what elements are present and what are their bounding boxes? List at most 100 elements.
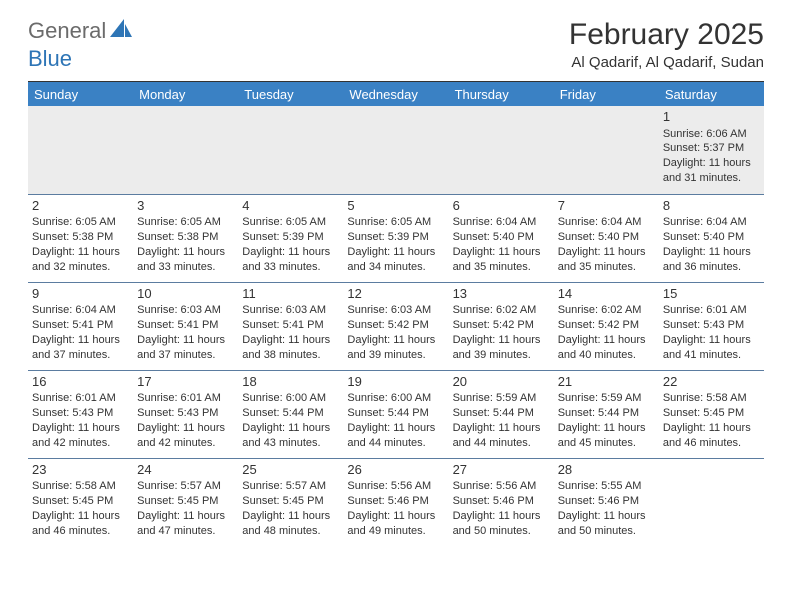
day-number: 22 — [663, 373, 760, 391]
daylight-line: Daylight: 11 hours and 46 minutes. — [663, 421, 760, 451]
day-number: 16 — [32, 373, 129, 391]
calendar-cell: 8Sunrise: 6:04 AMSunset: 5:40 PMDaylight… — [659, 194, 764, 282]
daylight-line: Daylight: 11 hours and 31 minutes. — [663, 156, 760, 186]
month-title: February 2025 — [569, 18, 764, 52]
daylight-line: Daylight: 11 hours and 35 minutes. — [558, 245, 655, 275]
logo: General — [28, 18, 134, 44]
daylight-line: Daylight: 11 hours and 32 minutes. — [32, 245, 129, 275]
logo-text-general: General — [28, 18, 106, 44]
sunset-line: Sunset: 5:42 PM — [453, 318, 550, 333]
daylight-line: Daylight: 11 hours and 39 minutes. — [347, 333, 444, 363]
sunset-line: Sunset: 5:43 PM — [663, 318, 760, 333]
calendar-cell — [659, 458, 764, 546]
sunset-line: Sunset: 5:46 PM — [347, 494, 444, 509]
daylight-line: Daylight: 11 hours and 39 minutes. — [453, 333, 550, 363]
day-number: 2 — [32, 197, 129, 215]
day-number: 20 — [453, 373, 550, 391]
sunrise-line: Sunrise: 6:04 AM — [32, 303, 129, 318]
logo-text-blue: Blue — [28, 46, 72, 72]
sunset-line: Sunset: 5:46 PM — [453, 494, 550, 509]
calendar-cell: 21Sunrise: 5:59 AMSunset: 5:44 PMDayligh… — [554, 370, 659, 458]
day-number: 17 — [137, 373, 234, 391]
calendar-cell: 4Sunrise: 6:05 AMSunset: 5:39 PMDaylight… — [238, 194, 343, 282]
sunset-line: Sunset: 5:43 PM — [137, 406, 234, 421]
sunrise-line: Sunrise: 6:05 AM — [242, 215, 339, 230]
day-number: 7 — [558, 197, 655, 215]
sunrise-line: Sunrise: 6:05 AM — [32, 215, 129, 230]
calendar-cell: 16Sunrise: 6:01 AMSunset: 5:43 PMDayligh… — [28, 370, 133, 458]
sunrise-line: Sunrise: 6:03 AM — [137, 303, 234, 318]
sunrise-line: Sunrise: 6:00 AM — [242, 391, 339, 406]
calendar-cell: 20Sunrise: 5:59 AMSunset: 5:44 PMDayligh… — [449, 370, 554, 458]
calendar-cell: 24Sunrise: 5:57 AMSunset: 5:45 PMDayligh… — [133, 458, 238, 546]
calendar-cell — [238, 106, 343, 194]
calendar-cell: 12Sunrise: 6:03 AMSunset: 5:42 PMDayligh… — [343, 282, 448, 370]
day-number: 9 — [32, 285, 129, 303]
sunset-line: Sunset: 5:45 PM — [32, 494, 129, 509]
calendar-cell: 3Sunrise: 6:05 AMSunset: 5:38 PMDaylight… — [133, 194, 238, 282]
sunrise-line: Sunrise: 5:59 AM — [558, 391, 655, 406]
day-number: 4 — [242, 197, 339, 215]
calendar-cell: 5Sunrise: 6:05 AMSunset: 5:39 PMDaylight… — [343, 194, 448, 282]
calendar-cell: 6Sunrise: 6:04 AMSunset: 5:40 PMDaylight… — [449, 194, 554, 282]
day-number: 10 — [137, 285, 234, 303]
daylight-line: Daylight: 11 hours and 49 minutes. — [347, 509, 444, 539]
daylight-line: Daylight: 11 hours and 50 minutes. — [453, 509, 550, 539]
calendar-row: 9Sunrise: 6:04 AMSunset: 5:41 PMDaylight… — [28, 282, 764, 370]
calendar-cell: 25Sunrise: 5:57 AMSunset: 5:45 PMDayligh… — [238, 458, 343, 546]
sunset-line: Sunset: 5:45 PM — [242, 494, 339, 509]
sunset-line: Sunset: 5:44 PM — [347, 406, 444, 421]
day-number: 27 — [453, 461, 550, 479]
sunset-line: Sunset: 5:40 PM — [558, 230, 655, 245]
sunset-line: Sunset: 5:44 PM — [453, 406, 550, 421]
sunrise-line: Sunrise: 5:57 AM — [137, 479, 234, 494]
calendar-cell: 27Sunrise: 5:56 AMSunset: 5:46 PMDayligh… — [449, 458, 554, 546]
sunset-line: Sunset: 5:38 PM — [32, 230, 129, 245]
calendar-cell: 2Sunrise: 6:05 AMSunset: 5:38 PMDaylight… — [28, 194, 133, 282]
day-number: 21 — [558, 373, 655, 391]
day-header: Saturday — [659, 82, 764, 106]
calendar-cell — [133, 106, 238, 194]
day-number: 13 — [453, 285, 550, 303]
daylight-line: Daylight: 11 hours and 34 minutes. — [347, 245, 444, 275]
calendar-cell: 23Sunrise: 5:58 AMSunset: 5:45 PMDayligh… — [28, 458, 133, 546]
sunset-line: Sunset: 5:41 PM — [137, 318, 234, 333]
title-block: February 2025 Al Qadarif, Al Qadarif, Su… — [569, 18, 764, 71]
sunset-line: Sunset: 5:39 PM — [242, 230, 339, 245]
sunset-line: Sunset: 5:44 PM — [558, 406, 655, 421]
daylight-line: Daylight: 11 hours and 42 minutes. — [137, 421, 234, 451]
sunrise-line: Sunrise: 6:03 AM — [242, 303, 339, 318]
sunrise-line: Sunrise: 6:05 AM — [137, 215, 234, 230]
day-number: 1 — [663, 108, 760, 126]
day-header: Thursday — [449, 82, 554, 106]
daylight-line: Daylight: 11 hours and 46 minutes. — [32, 509, 129, 539]
day-header: Sunday — [28, 82, 133, 106]
daylight-line: Daylight: 11 hours and 37 minutes. — [137, 333, 234, 363]
calendar-cell — [28, 106, 133, 194]
calendar-cell: 17Sunrise: 6:01 AMSunset: 5:43 PMDayligh… — [133, 370, 238, 458]
day-number: 24 — [137, 461, 234, 479]
calendar-head: SundayMondayTuesdayWednesdayThursdayFrid… — [28, 82, 764, 106]
sunset-line: Sunset: 5:45 PM — [137, 494, 234, 509]
daylight-line: Daylight: 11 hours and 36 minutes. — [663, 245, 760, 275]
sunrise-line: Sunrise: 6:01 AM — [663, 303, 760, 318]
daylight-line: Daylight: 11 hours and 43 minutes. — [242, 421, 339, 451]
day-number: 19 — [347, 373, 444, 391]
sunrise-line: Sunrise: 5:56 AM — [453, 479, 550, 494]
daylight-line: Daylight: 11 hours and 42 minutes. — [32, 421, 129, 451]
day-number: 12 — [347, 285, 444, 303]
sunset-line: Sunset: 5:41 PM — [32, 318, 129, 333]
sunset-line: Sunset: 5:41 PM — [242, 318, 339, 333]
day-number: 3 — [137, 197, 234, 215]
day-number: 15 — [663, 285, 760, 303]
day-header: Friday — [554, 82, 659, 106]
calendar-cell: 28Sunrise: 5:55 AMSunset: 5:46 PMDayligh… — [554, 458, 659, 546]
sunrise-line: Sunrise: 5:58 AM — [663, 391, 760, 406]
calendar-cell: 22Sunrise: 5:58 AMSunset: 5:45 PMDayligh… — [659, 370, 764, 458]
page-header: General February 2025 Al Qadarif, Al Qad… — [0, 0, 792, 79]
daylight-line: Daylight: 11 hours and 33 minutes. — [242, 245, 339, 275]
sunrise-line: Sunrise: 6:03 AM — [347, 303, 444, 318]
sunrise-line: Sunrise: 6:04 AM — [558, 215, 655, 230]
daylight-line: Daylight: 11 hours and 50 minutes. — [558, 509, 655, 539]
sunset-line: Sunset: 5:40 PM — [453, 230, 550, 245]
